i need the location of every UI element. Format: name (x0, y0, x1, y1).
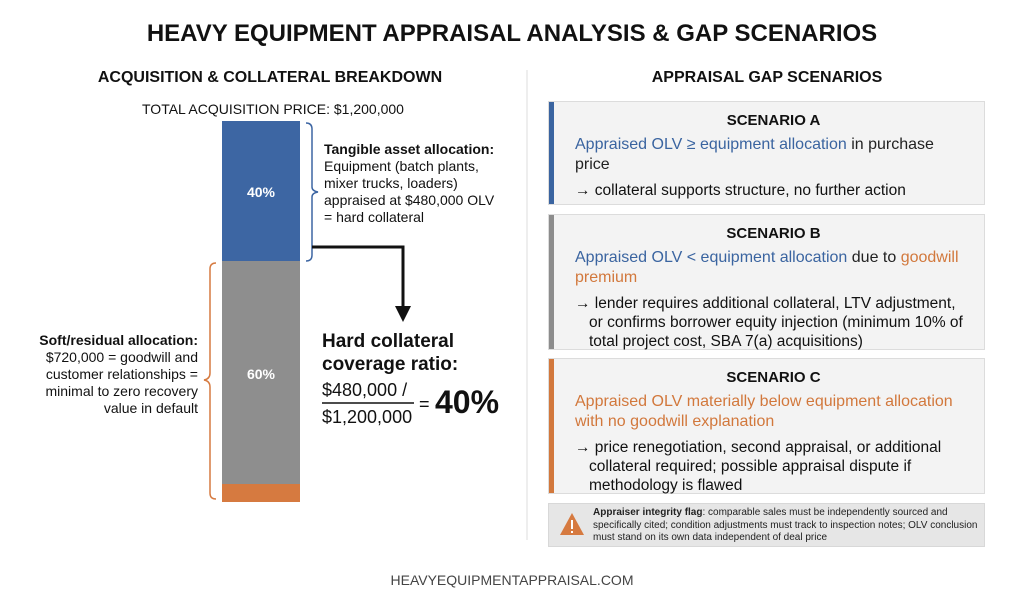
condition-part: due to (847, 249, 901, 266)
soft-body: $720,000 = goodwill and customer relatio… (45, 349, 199, 416)
scenario-condition: Appraised OLV < equipment allocation due… (575, 248, 972, 288)
scenario-title: SCENARIO A (726, 112, 821, 129)
arrow-head (395, 306, 411, 322)
condition-part: in purchase price (575, 136, 934, 173)
left-heading: ACQUISITION & COLLATERAL BREAKDOWN (97, 69, 443, 86)
bar-tangible (222, 121, 300, 261)
scenario-box: SCENARIO C Appraised OLV materially below… (548, 358, 985, 494)
ratio-denominator: $1,200,000 (322, 407, 413, 427)
right-heading: APPRAISAL GAP SCENARIOS (651, 69, 883, 86)
soft-heading: Soft/residual allocation: (39, 332, 198, 348)
total-price: TOTAL ACQUISITION PRICE: $1,200,000 (142, 101, 404, 117)
ratio-heading: Hard collateral coverage ratio: (322, 331, 459, 375)
flag-text: Appraiser integrity flag: comparable sal… (593, 507, 981, 545)
tangible-note: Tangible asset allocation: Equipment (ba… (324, 141, 504, 226)
flag-box: Appraiser integrity flag: comparable sal… (548, 503, 985, 547)
condition-part: Appraised OLV < equipment allocation (575, 249, 848, 266)
scenario-box: SCENARIO B Appraised OLV < equipment allo… (548, 214, 985, 350)
scenario-action: → lender requires additional collateral,… (575, 295, 963, 350)
scenario-title: SCENARIO B (726, 225, 821, 242)
scenario-title: SCENARIO C (726, 369, 821, 386)
condition-part: goodwill premium (575, 249, 959, 286)
scenario-condition: Appraised OLV ≥ equipment allocation in … (575, 135, 972, 175)
bar-bottom-label: 60% (246, 366, 276, 382)
bar-bottom-strip (222, 484, 300, 502)
ratio-result: 40% (435, 384, 500, 420)
bracket-tangible (305, 122, 319, 262)
soft-note: Soft/residual allocation: $720,000 = goo… (20, 332, 198, 417)
scenario-action: → price renegotiation, second appraisal,… (575, 439, 942, 494)
scenario-condition: Appraised OLV materially below equipment… (575, 392, 972, 432)
arrow (312, 245, 405, 310)
tangible-heading: Tangible asset allocation: (324, 141, 495, 157)
bar-soft (222, 261, 300, 484)
scenario-accent (549, 359, 554, 493)
bar-top-label: 40% (246, 184, 276, 200)
footer: HEAVYEQUIPMENTAPPRAISAL.COM (390, 572, 634, 588)
ratio-numerator: $480,000 / (322, 380, 408, 400)
warning-icon (560, 513, 584, 535)
bracket-soft (203, 262, 217, 500)
scenario-accent (549, 102, 554, 204)
page-title: HEAVY EQUIPMENT APPRAISAL ANALYSIS & GAP… (146, 20, 878, 47)
scenario-action: → collateral supports structure, no furt… (575, 182, 906, 199)
condition-part: Appraised OLV ≥ equipment allocation (575, 136, 847, 153)
scenario-box: SCENARIO A Appraised OLV ≥ equipment allo… (548, 101, 985, 205)
flag-body: : comparable sales must be independently… (593, 507, 978, 543)
flag-heading: Appraiser integrity flag (593, 507, 703, 518)
scenario-accent (549, 215, 554, 349)
ratio-equals: = (419, 394, 430, 414)
tangible-body: Equipment (batch plants, mixer trucks, l… (324, 158, 495, 225)
condition-part: Appraised OLV materially below equipment… (575, 393, 953, 430)
